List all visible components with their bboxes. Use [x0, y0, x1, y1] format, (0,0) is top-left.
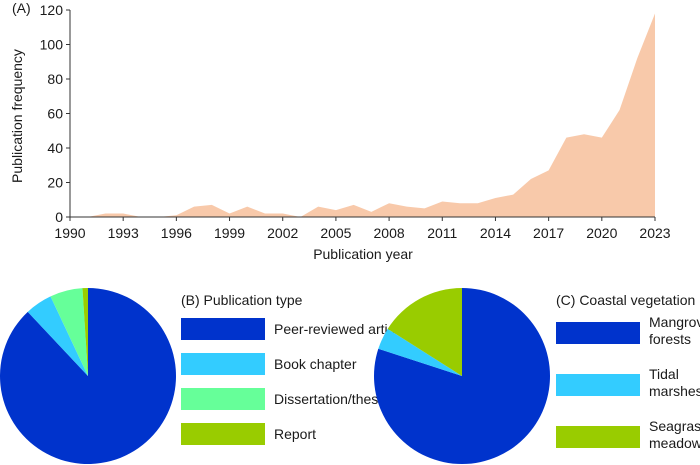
legend-swatch	[556, 426, 640, 448]
legend-label: Seagrassmeadows	[649, 418, 700, 451]
y-tick-labels: 0 20 40 60 80 100 120	[40, 2, 64, 225]
panel-c-title: (C) Coastal vegetation	[556, 292, 695, 308]
pie-slice	[27, 296, 88, 376]
x-tick-label: 2020	[586, 225, 617, 241]
legend-swatch	[181, 353, 265, 375]
legend-label: Book chapter	[274, 356, 357, 372]
panel-a-label: (A)	[12, 0, 31, 16]
x-axis-label: Publication year	[313, 246, 413, 262]
y-tick-label: 0	[55, 209, 63, 225]
legend-swatch	[181, 423, 265, 445]
area-chart-panel: 0 20 40 60 80 100 120 1990 1993 1996 1999 2002 2005…	[9, 0, 671, 262]
legend-swatch	[556, 374, 640, 396]
x-tick-label: 2017	[533, 225, 564, 241]
legend-swatch	[556, 322, 640, 344]
y-axis-label: Publication frequency	[9, 49, 25, 183]
legend-label: Peer-reviewed article	[274, 321, 406, 337]
pie-slice	[387, 288, 462, 376]
x-tick-label: 1996	[161, 225, 192, 241]
x-tick-label: 2011	[427, 225, 457, 241]
x-tick-label: 1993	[108, 225, 139, 241]
legend-swatch	[181, 388, 265, 410]
legend-label: Dissertation/thesis	[274, 391, 388, 407]
pie-slice	[378, 328, 462, 376]
y-tick-label: 40	[47, 140, 63, 156]
x-tick-label: 1999	[214, 225, 245, 241]
y-tick-label: 60	[47, 106, 63, 122]
pie-slice	[50, 288, 88, 376]
pie-chart-publication-type: (B) Publication type Peer-reviewed artic…	[0, 287, 406, 464]
x-tick-label: 2008	[374, 225, 405, 241]
y-tick-label: 80	[47, 71, 63, 87]
legend-label: Mangroveforests	[649, 314, 700, 347]
pie-slice	[82, 287, 88, 376]
y-tick-label: 120	[40, 2, 64, 18]
legend-swatch	[181, 318, 265, 340]
x-tick-label: 2014	[480, 225, 511, 241]
y-tick-label: 20	[47, 175, 63, 191]
pie-slice	[0, 288, 176, 464]
x-tick-labels: 1990 1993 1996 1999 2002 2005 2008 2011 2014 2017…	[54, 225, 670, 241]
axes	[66, 9, 656, 221]
area-series	[87, 13, 655, 218]
legend-label: Report	[274, 426, 316, 442]
x-tick-label: 2005	[320, 225, 351, 241]
legend-label: Tidal marshes	[649, 366, 700, 399]
x-tick-label: 1990	[54, 225, 85, 241]
y-tick-label: 100	[40, 37, 64, 53]
panel-b-title: (B) Publication type	[181, 292, 303, 308]
x-tick-label: 2023	[639, 225, 670, 241]
pie-slice	[374, 288, 551, 465]
pie-chart-coastal-vegetation: (C) Coastal vegetation Mangroveforests Ti…	[374, 288, 700, 465]
x-tick-label: 2002	[267, 225, 298, 241]
